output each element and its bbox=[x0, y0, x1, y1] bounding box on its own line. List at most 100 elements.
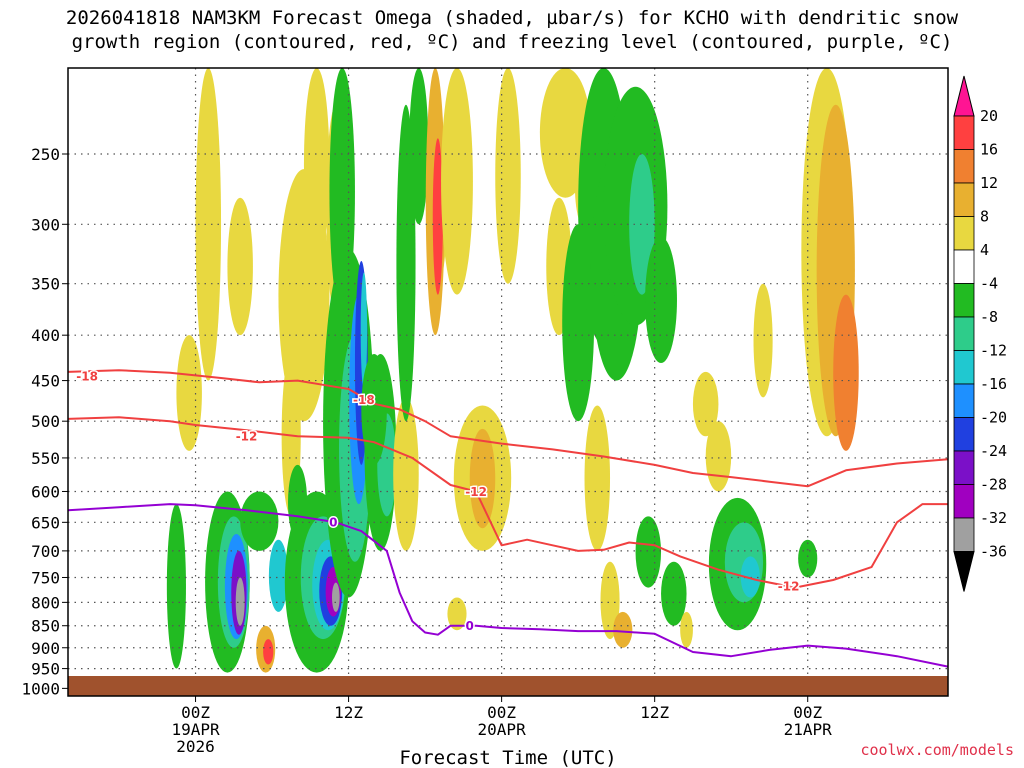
ground-surface bbox=[68, 676, 948, 696]
ytick-label-650: 650 bbox=[31, 513, 60, 532]
colorbar-swatch-3 bbox=[953, 216, 975, 251]
colorbar-label-10: -24 bbox=[980, 442, 1007, 460]
colorbar-label-2: 12 bbox=[980, 174, 998, 192]
colorbar-top-arrow bbox=[953, 75, 975, 117]
omega-cell-0 bbox=[166, 504, 186, 669]
colorbar-swatch-9 bbox=[953, 417, 975, 452]
contour-label-1: -18 bbox=[353, 393, 375, 407]
ytick-label-1000: 1000 bbox=[21, 679, 60, 698]
colorbar-swatch-12 bbox=[953, 517, 975, 552]
ytick-label-350: 350 bbox=[31, 275, 60, 294]
colorbar-swatch-8 bbox=[953, 383, 975, 418]
contour-neg12-1 bbox=[67, 416, 948, 589]
colorbar-label-8: -16 bbox=[980, 375, 1007, 393]
omega-cell-42 bbox=[469, 428, 496, 529]
chart-title-line-2: growth region (contoured, red, ºC) and f… bbox=[72, 31, 953, 53]
xtick-label-24-1: 00Z bbox=[487, 703, 516, 722]
grid-lines bbox=[68, 68, 948, 696]
omega-cell-60 bbox=[692, 371, 719, 437]
omega-cell-59 bbox=[680, 611, 693, 648]
contour-label-3: -12 bbox=[465, 485, 487, 499]
colorbar-swatch-2 bbox=[953, 182, 975, 217]
colorbar-label-9: -20 bbox=[980, 409, 1007, 427]
ytick-label-300: 300 bbox=[31, 215, 60, 234]
ytick-label-900: 900 bbox=[31, 639, 60, 658]
contour-label-5: 0 bbox=[329, 515, 337, 529]
ytick-label-500: 500 bbox=[31, 412, 60, 431]
xtick-label-0-3: 2026 bbox=[176, 737, 215, 756]
omega-cell-57 bbox=[635, 516, 662, 588]
xtick-label-36-1: 12Z bbox=[640, 703, 669, 722]
colorbar-label-1: 16 bbox=[980, 141, 998, 159]
xtick-label-12-1: 12Z bbox=[334, 703, 363, 722]
omega-cell-30 bbox=[329, 68, 355, 316]
omega-shading bbox=[166, 67, 859, 673]
omega-cell-56 bbox=[613, 611, 633, 648]
contour-label-6: 0 bbox=[466, 619, 474, 633]
colorbar-swatch-11 bbox=[953, 484, 975, 519]
ytick-label-700: 700 bbox=[31, 542, 60, 561]
omega-cell-36 bbox=[409, 68, 429, 225]
colorbar-label-7: -12 bbox=[980, 342, 1007, 360]
colorbar-label-4: 4 bbox=[980, 241, 989, 259]
colorbar-swatch-1 bbox=[953, 149, 975, 184]
omega-cell-33 bbox=[361, 353, 387, 465]
omega-cell-39 bbox=[432, 138, 443, 295]
contour-label-0: -18 bbox=[76, 369, 98, 383]
credit-link[interactable]: coolwx.com/models bbox=[860, 741, 1014, 759]
ytick-label-550: 550 bbox=[31, 449, 60, 468]
contours bbox=[67, 369, 949, 668]
contour-0-2 bbox=[67, 503, 949, 668]
omega-cell-22 bbox=[332, 582, 340, 612]
colorbar-swatch-0 bbox=[953, 115, 975, 150]
omega-cell-10 bbox=[263, 639, 274, 665]
colorbar-label-12: -32 bbox=[980, 509, 1007, 527]
contour-label-4: -12 bbox=[778, 580, 800, 594]
ytick-label-250: 250 bbox=[31, 145, 60, 164]
colorbar-label-0: 20 bbox=[980, 107, 998, 125]
omega-cell-43 bbox=[447, 597, 467, 631]
colorbar-swatch-5 bbox=[953, 283, 975, 318]
omega-cell-3 bbox=[227, 197, 253, 336]
chart-title-line-1: 2026041818 NAM3KM Forecast Omega (shaded… bbox=[66, 7, 959, 29]
omega-cell-64 bbox=[740, 556, 760, 598]
colorbar-label-3: 8 bbox=[980, 208, 989, 226]
xtick-label-48-2: 21APR bbox=[784, 720, 833, 739]
colorbar-swatch-10 bbox=[953, 450, 975, 485]
omega-cell-44 bbox=[495, 67, 521, 284]
omega-cell-1 bbox=[176, 335, 202, 451]
omega-cell-2 bbox=[195, 68, 222, 381]
colorbar-label-6: -8 bbox=[980, 308, 998, 326]
omega-cell-53 bbox=[645, 236, 677, 364]
omega-cell-34 bbox=[393, 397, 419, 551]
ytick-label-950: 950 bbox=[31, 660, 60, 679]
xtick-label-24-2: 20APR bbox=[478, 720, 527, 739]
colorbar-label-11: -28 bbox=[980, 476, 1007, 494]
colorbar-label-5: -4 bbox=[980, 275, 998, 293]
colorbar: 20 16 12 8 4 -4 -8 -12 -16 -20 -24 -28 -32 -36 bbox=[953, 75, 1007, 592]
omega-cell-54 bbox=[584, 405, 611, 551]
omega-cell-40 bbox=[441, 68, 473, 295]
omega-cell-69 bbox=[833, 294, 859, 451]
contour-neg18-0 bbox=[67, 369, 949, 488]
omega-cell-8 bbox=[235, 577, 245, 626]
ytick-label-750: 750 bbox=[31, 568, 60, 587]
omega-cell-55 bbox=[600, 561, 620, 640]
ytick-label-450: 450 bbox=[31, 372, 60, 391]
contour-label-2: -12 bbox=[236, 429, 258, 443]
colorbar-swatch-4 bbox=[953, 249, 975, 284]
omega-cell-11 bbox=[240, 491, 279, 551]
omega-cell-12 bbox=[268, 539, 288, 612]
xtick-label-0-1: 00Z bbox=[181, 703, 210, 722]
plot-frame bbox=[67, 67, 949, 697]
x-axis-label: Forecast Time (UTC) bbox=[399, 747, 616, 768]
omega-cell-61 bbox=[705, 421, 732, 492]
omega-cell-24 bbox=[303, 68, 330, 262]
colorbar-bottom-arrow bbox=[953, 551, 975, 592]
ytick-label-800: 800 bbox=[31, 593, 60, 612]
colorbar-label-13: -36 bbox=[980, 543, 1007, 561]
omega-cell-29 bbox=[360, 272, 368, 390]
omega-cell-65 bbox=[753, 283, 773, 398]
ytick-label-600: 600 bbox=[31, 482, 60, 501]
